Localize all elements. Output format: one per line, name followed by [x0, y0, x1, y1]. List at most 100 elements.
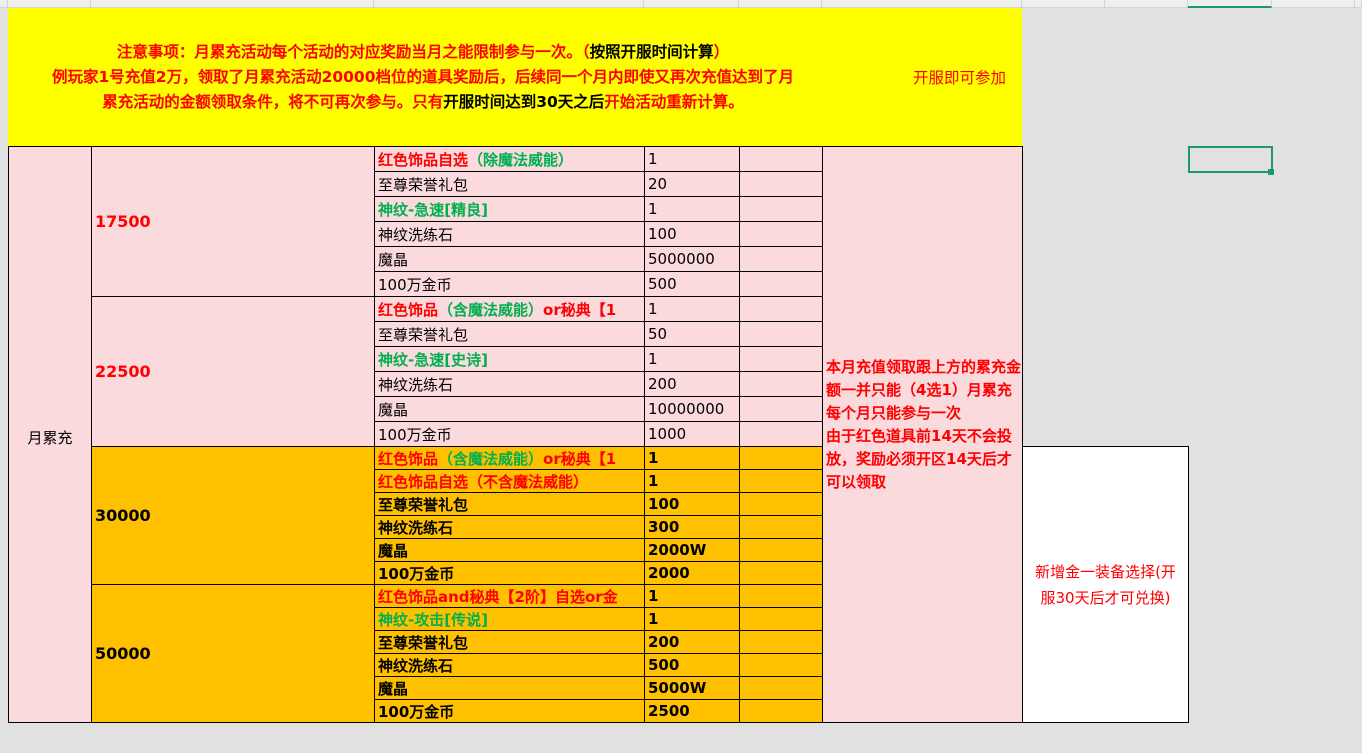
- reward-item-cell[interactable]: 100万金币: [374, 561, 645, 585]
- gold-note-cell[interactable]: 新增金一装备选择(开服30天后才可兑换): [1022, 446, 1189, 723]
- text-segment: 魔晶: [378, 400, 409, 419]
- reward-qty-cell[interactable]: 500: [644, 653, 740, 677]
- reward-item-cell[interactable]: 魔晶: [374, 676, 645, 700]
- reward-qty-cell[interactable]: 2000W: [644, 538, 740, 562]
- reward-item-cell[interactable]: 魔晶: [374, 396, 645, 422]
- empty-cell[interactable]: [739, 676, 823, 700]
- rule-note-cell[interactable]: 本月充值领取跟上方的累充金额一并只能（4选1）月累充每个月只能参与一次 由于红色…: [822, 146, 1023, 723]
- empty-cell[interactable]: [739, 469, 823, 493]
- reward-qty-cell[interactable]: 1: [644, 446, 740, 470]
- reward-item-cell[interactable]: 神纹-急速[精良]: [374, 196, 645, 222]
- empty-cell[interactable]: [739, 538, 823, 562]
- text-segment: 至尊荣誉礼包: [378, 325, 469, 344]
- reward-qty-cell[interactable]: 1: [644, 584, 740, 608]
- empty-cell[interactable]: [739, 607, 823, 631]
- reward-qty-cell[interactable]: 2500: [644, 699, 740, 723]
- reward-item-cell[interactable]: 神纹洗练石: [374, 221, 645, 247]
- reward-item-cell[interactable]: 100万金币: [374, 421, 645, 447]
- empty-cell[interactable]: [739, 561, 823, 585]
- column-header[interactable]: [1272, 0, 1355, 8]
- selected-cell[interactable]: [1188, 146, 1273, 173]
- reward-qty-cell[interactable]: 20: [644, 171, 740, 197]
- tier-amount-cell[interactable]: 22500: [91, 296, 375, 447]
- text-segment: 例玩家1号充值2万，领取了月累充活动20000档位的道具奖励后，后续同一个月内即…: [52, 68, 794, 86]
- empty-cell[interactable]: [739, 146, 823, 172]
- reward-item-cell[interactable]: 红色饰品自选（不含魔法威能）: [374, 469, 645, 493]
- empty-cell[interactable]: [739, 630, 823, 654]
- reward-item-cell[interactable]: 红色饰品 （含魔法威能） or秘典【1: [374, 296, 645, 322]
- reward-qty-cell[interactable]: 2000: [644, 561, 740, 585]
- column-header[interactable]: [1105, 0, 1188, 8]
- reward-item-cell[interactable]: 神纹-攻击[传说]: [374, 607, 645, 631]
- reward-item-cell[interactable]: 至尊荣誉礼包: [374, 492, 645, 516]
- reward-qty-cell[interactable]: 1: [644, 196, 740, 222]
- reward-qty-cell[interactable]: 1: [644, 346, 740, 372]
- column-header[interactable]: [1022, 0, 1105, 8]
- column-header[interactable]: [91, 0, 374, 8]
- empty-cell[interactable]: [739, 321, 823, 347]
- empty-cell[interactable]: [739, 699, 823, 723]
- reward-item-cell[interactable]: 红色饰品自选 （除魔法威能）: [374, 146, 645, 172]
- empty-cell[interactable]: [739, 271, 823, 297]
- reward-item-cell[interactable]: 魔晶: [374, 246, 645, 272]
- reward-item-cell[interactable]: 魔晶: [374, 538, 645, 562]
- reward-qty-cell[interactable]: 100: [644, 221, 740, 247]
- reward-qty-cell[interactable]: 1000: [644, 421, 740, 447]
- reward-item-cell[interactable]: 红色饰品 （含魔法威能） or秘典【1: [374, 446, 645, 470]
- empty-cell[interactable]: [739, 492, 823, 516]
- empty-cell[interactable]: [739, 246, 823, 272]
- fill-handle[interactable]: [1268, 169, 1274, 175]
- column-header[interactable]: [1355, 0, 1362, 8]
- reward-qty-cell[interactable]: 10000000: [644, 396, 740, 422]
- reward-qty-cell[interactable]: 5000W: [644, 676, 740, 700]
- reward-item-cell[interactable]: 至尊荣誉礼包: [374, 630, 645, 654]
- reward-item-cell[interactable]: 红色饰品and秘典【2阶】自选or金: [374, 584, 645, 608]
- empty-cell[interactable]: [739, 653, 823, 677]
- empty-cell[interactable]: [739, 515, 823, 539]
- column-header[interactable]: [822, 0, 1022, 8]
- reward-qty-cell[interactable]: 1: [644, 607, 740, 631]
- text-segment: or秘典【1: [543, 300, 617, 319]
- reward-qty-cell[interactable]: 1: [644, 469, 740, 493]
- empty-cell[interactable]: [739, 446, 823, 470]
- category-cell[interactable]: 月累充: [8, 146, 92, 723]
- reward-qty-cell[interactable]: 200: [644, 630, 740, 654]
- reward-qty-cell[interactable]: 1: [644, 296, 740, 322]
- text-segment: 至尊荣誉礼包: [378, 633, 469, 652]
- reward-qty-cell[interactable]: 300: [644, 515, 740, 539]
- empty-cell[interactable]: [739, 221, 823, 247]
- empty-cell[interactable]: [739, 196, 823, 222]
- column-header[interactable]: [8, 0, 91, 8]
- empty-cell[interactable]: [739, 396, 823, 422]
- reward-qty-cell[interactable]: 1: [644, 146, 740, 172]
- column-header[interactable]: [739, 0, 822, 8]
- column-header[interactable]: [1188, 0, 1272, 8]
- reward-item-cell[interactable]: 至尊荣誉礼包: [374, 171, 645, 197]
- empty-cell[interactable]: [739, 296, 823, 322]
- empty-cell[interactable]: [739, 421, 823, 447]
- empty-cell[interactable]: [739, 346, 823, 372]
- reward-item-cell[interactable]: 神纹洗练石: [374, 515, 645, 539]
- reward-item-cell[interactable]: 神纹洗练石: [374, 653, 645, 677]
- empty-cell[interactable]: [739, 171, 823, 197]
- tier-amount-cell[interactable]: 50000: [91, 584, 375, 723]
- reward-qty-cell[interactable]: 500: [644, 271, 740, 297]
- reward-qty-cell[interactable]: 50: [644, 321, 740, 347]
- reward-item-cell[interactable]: 至尊荣誉礼包: [374, 321, 645, 347]
- reward-item-cell[interactable]: 神纹洗练石: [374, 371, 645, 397]
- column-header[interactable]: [0, 0, 8, 8]
- column-header[interactable]: [374, 0, 644, 8]
- reward-qty-cell[interactable]: 100: [644, 492, 740, 516]
- column-header[interactable]: [644, 0, 739, 8]
- empty-cell[interactable]: [739, 584, 823, 608]
- tier-amount-cell[interactable]: 17500: [91, 146, 375, 297]
- reward-item-cell[interactable]: 神纹-急速[史诗]: [374, 346, 645, 372]
- reward-item-cell[interactable]: 100万金币: [374, 271, 645, 297]
- reward-qty-cell[interactable]: 200: [644, 371, 740, 397]
- notice-cell[interactable]: 注意事项：月累充活动每个活动的对应奖励当月之能限制参与一次。（按照开服时间计算）…: [8, 8, 1022, 146]
- empty-cell[interactable]: [739, 371, 823, 397]
- text-segment: 神纹洗练石: [378, 518, 454, 537]
- tier-amount-cell[interactable]: 30000: [91, 446, 375, 585]
- reward-item-cell[interactable]: 100万金币: [374, 699, 645, 723]
- reward-qty-cell[interactable]: 5000000: [644, 246, 740, 272]
